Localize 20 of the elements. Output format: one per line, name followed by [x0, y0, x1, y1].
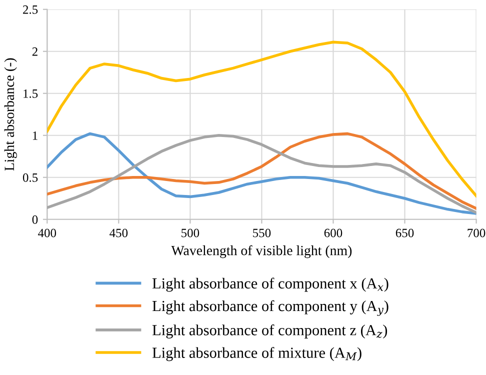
legend-label: Light absorbance of component y (A$_{y}$)	[152, 300, 388, 316]
legend-label: Light absorbance of component z (A$_{z}$)	[152, 324, 388, 338]
x-tick-label: 650	[396, 228, 414, 238]
x-tick-label: 400	[38, 228, 56, 238]
legend-label: Light absorbance of mixture (A$_{M}$)	[152, 347, 362, 362]
y-tick-label: 2.5	[23, 5, 38, 14]
x-axis-title: Wavelength of visible light (nm)	[171, 245, 352, 258]
y-tick-label: 1.5	[24, 89, 38, 98]
legend-label: Light absorbance of component x (A$_{x}$)	[152, 278, 388, 292]
y-tick-label: 0	[32, 215, 38, 224]
y-tick-label: 2	[32, 47, 38, 56]
x-tick-label: 600	[324, 228, 342, 238]
y-axis-title: Light absorbance (-)	[4, 58, 17, 171]
y-tick-label: 1	[32, 131, 38, 140]
x-tick-label: 550	[253, 228, 271, 238]
x-tick-label: 450	[110, 228, 128, 238]
x-tick-label: 700	[468, 228, 486, 238]
x-tick-label: 500	[182, 228, 200, 238]
line-series	[47, 40, 476, 198]
y-tick-label: 0.5	[22, 173, 38, 182]
